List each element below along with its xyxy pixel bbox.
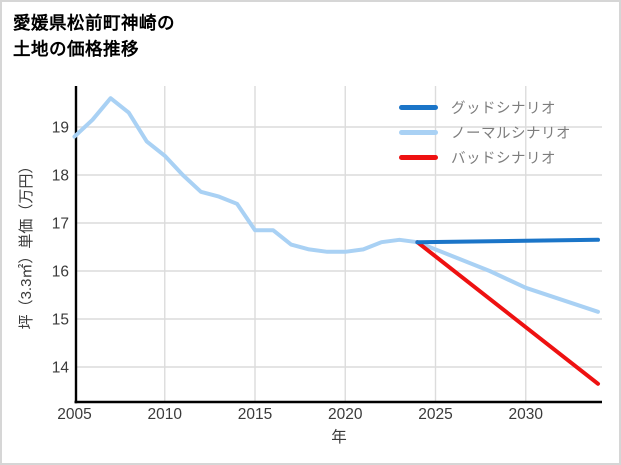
y-tick-label: 14: [52, 360, 70, 377]
y-tick-label: 15: [52, 312, 69, 329]
y-tick-label: 18: [52, 168, 69, 185]
good-scenario-line-swatch: [399, 105, 438, 110]
legend-label-normal: ノーマルシナリオ: [451, 126, 571, 142]
legend-item-bad: バッドシナリオ: [399, 145, 571, 170]
bad-scenario-line: [415, 240, 600, 386]
y-tick-label: 16: [52, 264, 69, 281]
normal-scenario-line-swatch: [399, 130, 438, 135]
x-tick-label: 2025: [418, 406, 452, 423]
page-title: 愛媛県松前町神崎の 土地の価格推移: [13, 10, 175, 62]
y-tick-label: 17: [52, 216, 69, 233]
legend-label-good: グッドシナリオ: [451, 101, 556, 117]
x-axis-label: 年: [331, 428, 347, 446]
normal-scenario-line: [72, 96, 600, 314]
legend-item-normal: ノーマルシナリオ: [399, 120, 571, 145]
page-title-line2: 土地の価格推移: [13, 39, 139, 59]
legend-item-good: グッドシナリオ: [399, 95, 571, 120]
x-tick-label: 2005: [57, 406, 91, 423]
x-tick-label: 2010: [148, 406, 183, 423]
bad-scenario-line-swatch: [399, 155, 438, 160]
page-title-line1: 愛媛県松前町神崎の: [13, 13, 175, 33]
y-tick-label: 19: [52, 120, 69, 137]
x-tick-label: 2030: [509, 406, 544, 423]
legend-label-bad: バッドシナリオ: [451, 151, 556, 167]
y-axis-label: 坪（3.3㎡）単価（万円）: [18, 159, 35, 330]
x-tick-label: 2015: [238, 406, 272, 423]
good-scenario-line: [415, 237, 600, 245]
legend: グッドシナリオ ノーマルシナリオ バッドシナリオ: [399, 95, 571, 170]
x-tick-label: 2020: [328, 406, 363, 423]
